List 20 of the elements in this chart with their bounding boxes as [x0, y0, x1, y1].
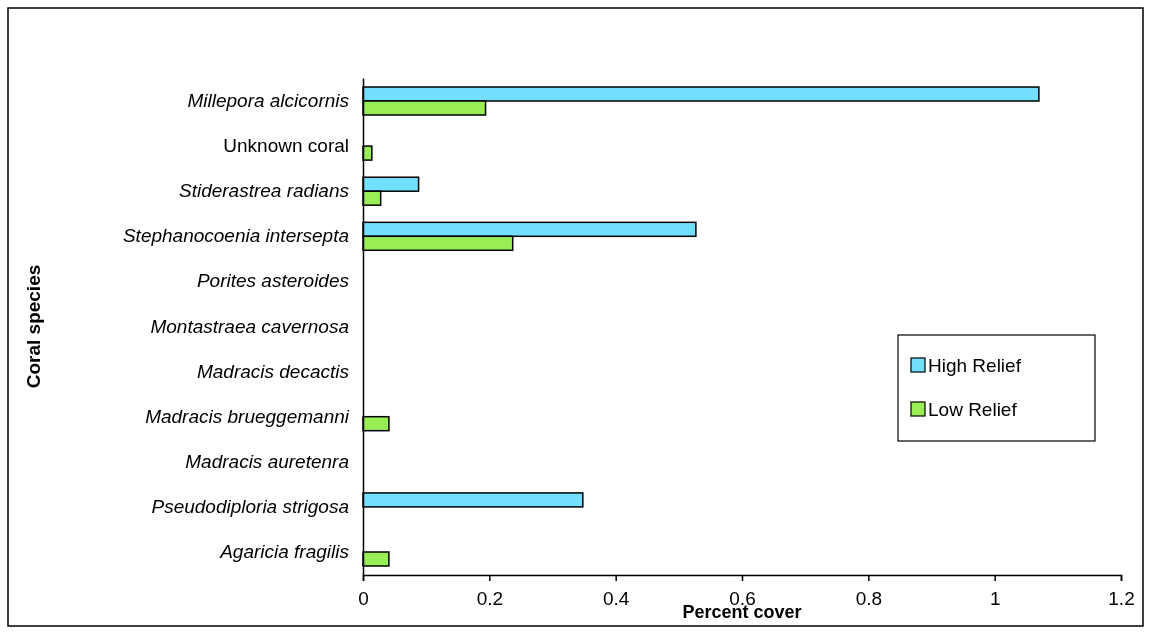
x-tick-label: 0	[358, 587, 369, 609]
y-tick-label: Porites asteroides	[196, 270, 350, 292]
y-axis-title: Coral species	[23, 264, 44, 389]
y-tick-label: Agaricia fragilis	[219, 541, 350, 563]
legend-label: Low Relief	[928, 399, 1018, 420]
y-tick-label: Madracis decactis	[196, 360, 350, 382]
y-tick-label: Unknown coral	[223, 135, 349, 157]
y-tick-label: Millepora alcicornis	[187, 90, 350, 112]
y-tick-label: Madracis brueggemanni	[145, 405, 350, 427]
x-tick-label: 1	[989, 587, 1001, 609]
y-tick-label: Montastraea cavernosa	[150, 315, 349, 337]
y-tick-label: Pseudodiploria strigosa	[151, 495, 349, 517]
x-tick-label: 1.2	[1108, 587, 1135, 609]
x-tick-label: 0.2	[476, 587, 504, 609]
x-tick-label: 0.8	[855, 587, 883, 609]
legend-label: High Relief	[928, 355, 1022, 376]
y-tick-label: Stiderastrea radians	[178, 180, 350, 202]
y-tick-label: Stephanocoenia intersepta	[122, 225, 349, 247]
x-tick-label: 0.4	[602, 587, 630, 609]
y-tick-label: Madracis auretenra	[185, 450, 349, 472]
